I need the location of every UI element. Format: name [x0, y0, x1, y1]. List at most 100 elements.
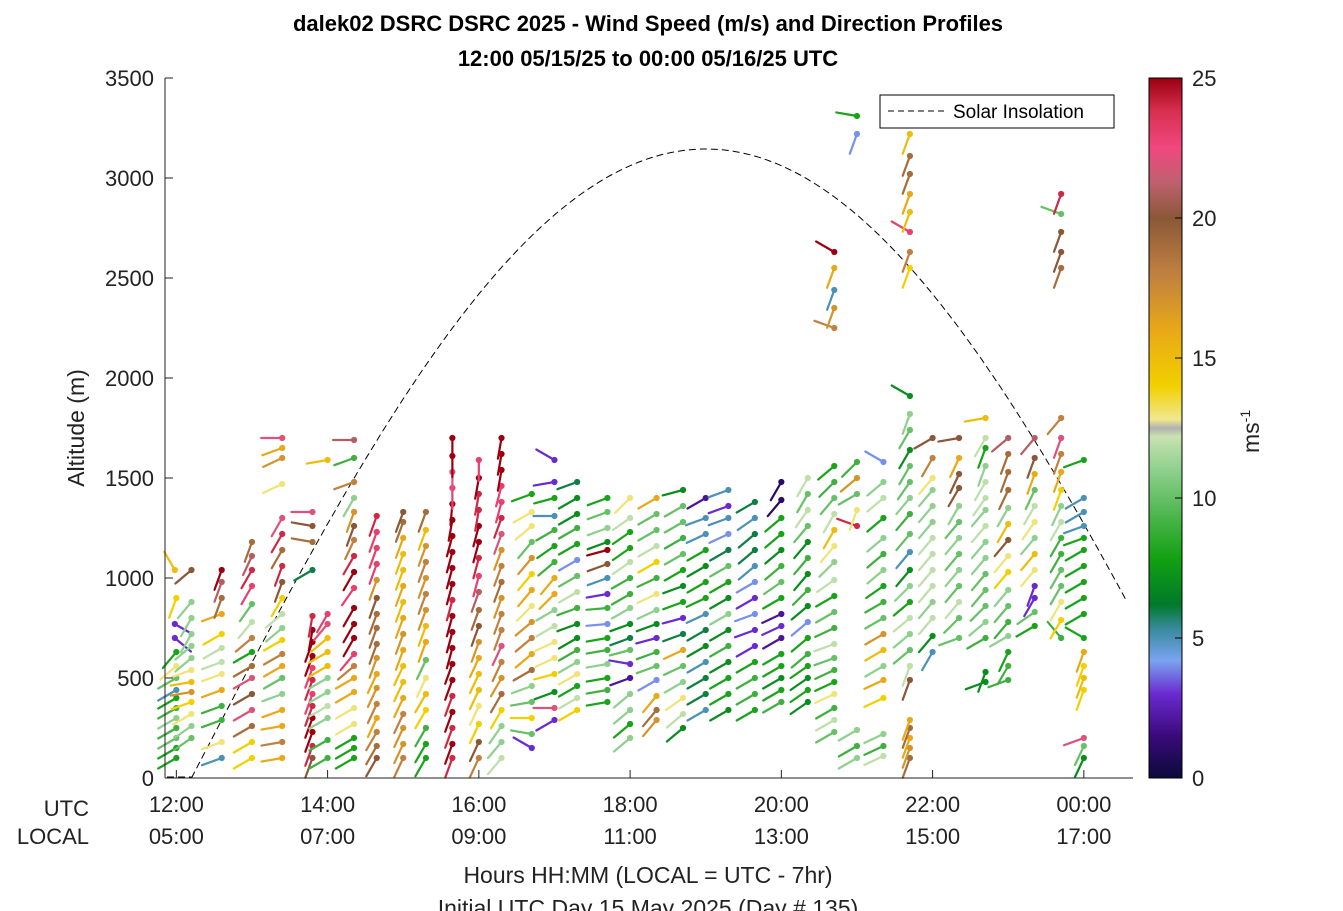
wind-barb: [557, 694, 581, 710]
wind-barb-point: [929, 518, 936, 526]
wind-barb: [232, 674, 256, 690]
wind-barb: [866, 534, 887, 553]
wind-barb-point: [400, 646, 407, 654]
wind-barb: [641, 692, 660, 714]
wind-barb: [1073, 754, 1087, 779]
wind-barb-point: [725, 674, 732, 682]
wind-barb: [445, 548, 456, 574]
wind-barb: [172, 710, 195, 726]
wind-barb-point: [1005, 618, 1012, 626]
wind-barb: [996, 662, 1012, 686]
wind-barb-stem: [735, 708, 756, 722]
wind-barb-point: [853, 490, 861, 498]
wind-barb-stem: [866, 496, 885, 513]
wind-barb-point: [626, 620, 634, 628]
wind-barb-point: [853, 754, 861, 762]
wind-barb-stem: [157, 676, 178, 690]
wind-barb: [445, 564, 456, 590]
wind-barb-stem: [822, 512, 836, 534]
wind-barb-point: [604, 508, 611, 516]
wind-barb-point: [475, 720, 482, 728]
wind-barb: [685, 610, 709, 625]
wind-barb: [837, 754, 861, 770]
wind-barb: [200, 702, 225, 715]
wind-barb: [814, 678, 838, 693]
wind-barb: [393, 754, 407, 779]
wind-barb: [232, 690, 256, 706]
wind-barb: [342, 552, 358, 576]
wind-barb-point: [248, 634, 256, 642]
wind-barb: [157, 694, 180, 710]
wind-barb: [262, 650, 286, 666]
wind-barb: [1062, 534, 1087, 547]
wind-barb-stem: [342, 636, 356, 658]
wind-barb-stem: [514, 636, 533, 653]
wind-barb-point: [528, 730, 535, 738]
wind-barb: [1016, 608, 1038, 626]
wind-barb-stem: [863, 754, 885, 767]
wind-barb: [1052, 228, 1065, 253]
wind-barb-point: [1005, 552, 1012, 560]
wind-profile-14.35: [332, 436, 358, 770]
wind-barb-point: [929, 648, 936, 656]
wind-barb-stem: [535, 448, 556, 462]
wind-barb-point: [679, 724, 687, 732]
wind-barb-point: [929, 582, 936, 590]
wind-barb: [612, 720, 634, 739]
wind-barb-stem: [586, 510, 609, 521]
wind-barb: [334, 674, 358, 690]
wind-barb-stem: [417, 544, 428, 567]
wind-profile-23: [987, 434, 1012, 689]
wind-barb-point: [324, 714, 331, 722]
wind-barb: [993, 602, 1012, 624]
wind-barb: [557, 494, 581, 510]
wind-barb-stem: [261, 708, 284, 719]
wind-barb-point: [982, 602, 989, 610]
wind-barb-stem: [608, 648, 632, 657]
wind-barb-point: [324, 736, 331, 744]
wind-barb-point: [982, 494, 989, 502]
wind-barb-stem: [707, 488, 730, 499]
wind-barb-point: [880, 752, 887, 760]
wind-barb: [157, 754, 180, 770]
wind-barb-stem: [468, 722, 480, 745]
wind-barb: [662, 598, 687, 611]
wind-barb-stem: [334, 690, 356, 704]
wind-barb: [943, 614, 963, 634]
wind-barb-stem: [157, 756, 178, 770]
wind-barb-point: [373, 728, 380, 736]
wind-barb-stem: [970, 556, 987, 576]
wind-barb-point: [528, 602, 535, 610]
wind-barb-stem: [837, 744, 859, 758]
wind-barb-stem: [394, 632, 405, 655]
wind-barb: [1049, 582, 1065, 606]
wind-barb: [445, 612, 456, 638]
wind-barb-point: [279, 546, 286, 554]
x-tick-label-local: 13:00: [754, 824, 809, 849]
wind-barb-stem: [892, 600, 912, 617]
wind-barb-stem: [512, 736, 533, 750]
wind-barb-stem: [901, 412, 912, 435]
wind-barb: [1023, 502, 1038, 526]
wind-barb-stem: [825, 266, 836, 289]
wind-barb-stem: [901, 172, 912, 195]
wind-barb-stem: [557, 660, 579, 674]
wind-barb-point: [804, 490, 811, 498]
wind-barb-stem: [468, 756, 480, 779]
wind-barb-stem: [308, 756, 329, 770]
wind-barb-point: [778, 578, 785, 586]
wind-barb: [610, 574, 634, 590]
wind-barb-point: [1005, 632, 1012, 640]
wind-barb-point: [350, 436, 358, 444]
wind-barb-stem: [611, 546, 632, 562]
wind-barb-stem: [368, 530, 378, 553]
wind-barb-point: [804, 650, 811, 658]
wind-barb-point: [248, 690, 256, 698]
wind-barb: [663, 550, 687, 566]
wind-barb-point: [475, 554, 482, 562]
wind-barb-point: [279, 454, 286, 462]
wind-barb: [1024, 486, 1038, 511]
wind-barb: [557, 658, 581, 674]
wind-barb-point: [279, 636, 286, 644]
wind-barb: [969, 602, 989, 622]
